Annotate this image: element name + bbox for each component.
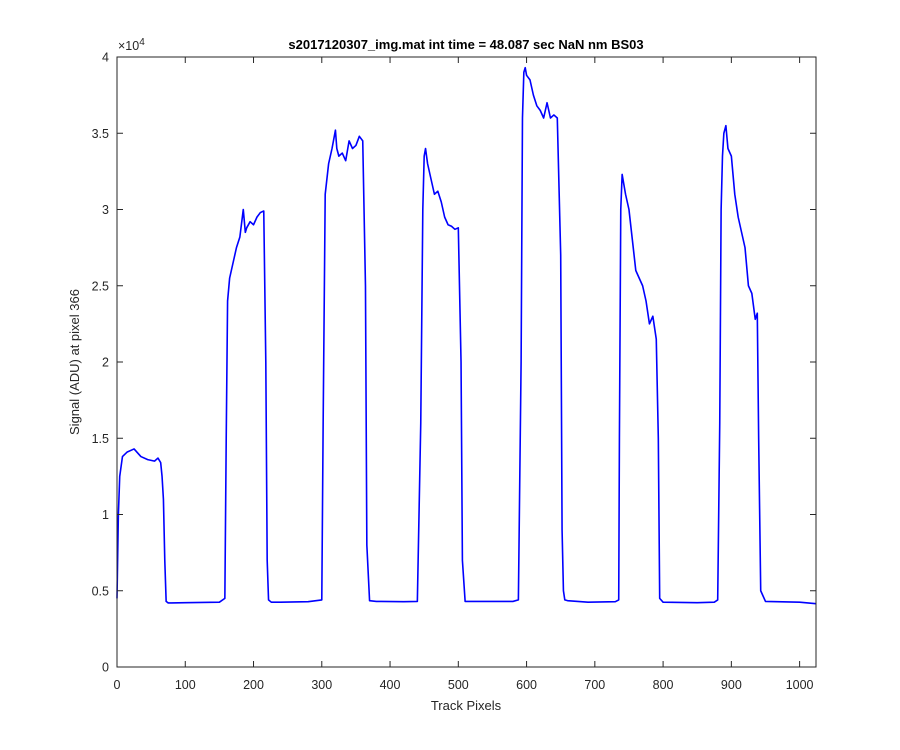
y-tick-label: 0.5 (92, 584, 109, 598)
y-tick-label: 1 (102, 508, 109, 522)
y-tick-label: 0 (102, 661, 109, 675)
y-axis-label: Signal (ADU) at pixel 366 (67, 289, 82, 435)
y-tick-label: 4 (102, 51, 109, 65)
signal-series-line (116, 66, 817, 605)
x-tick-label: 800 (653, 678, 674, 692)
x-tick-label: 200 (243, 678, 264, 692)
x-axis-ticks: 0 100 200 300 400 500 600 700 800 900 1000 (114, 57, 814, 692)
y-tick-label: 1.5 (92, 432, 109, 446)
x-axis-label: Track Pixels (431, 698, 502, 713)
x-tick-label: 300 (311, 678, 332, 692)
x-tick-label: 900 (721, 678, 742, 692)
x-tick-label: 600 (516, 678, 537, 692)
x-tick-label: 1000 (786, 678, 814, 692)
plot-area (117, 57, 816, 667)
y-axis-exponent: ×104 (118, 37, 145, 53)
x-tick-label: 500 (448, 678, 469, 692)
x-tick-label: 700 (584, 678, 605, 692)
x-tick-label: 100 (175, 678, 196, 692)
y-tick-label: 2.5 (92, 279, 109, 293)
chart-title: s2017120307_img.mat int time = 48.087 se… (288, 37, 643, 52)
x-tick-label: 400 (380, 678, 401, 692)
y-tick-label: 3 (102, 203, 109, 217)
y-tick-label: 2 (102, 356, 109, 370)
y-axis-ticks: 0 0.5 1 1.5 2 2.5 3 3.5 4 (92, 51, 816, 675)
y-exponent-power: 4 (139, 37, 145, 48)
x-tick-label: 0 (114, 678, 121, 692)
y-tick-label: 3.5 (92, 127, 109, 141)
y-exponent-base: ×10 (118, 39, 139, 53)
